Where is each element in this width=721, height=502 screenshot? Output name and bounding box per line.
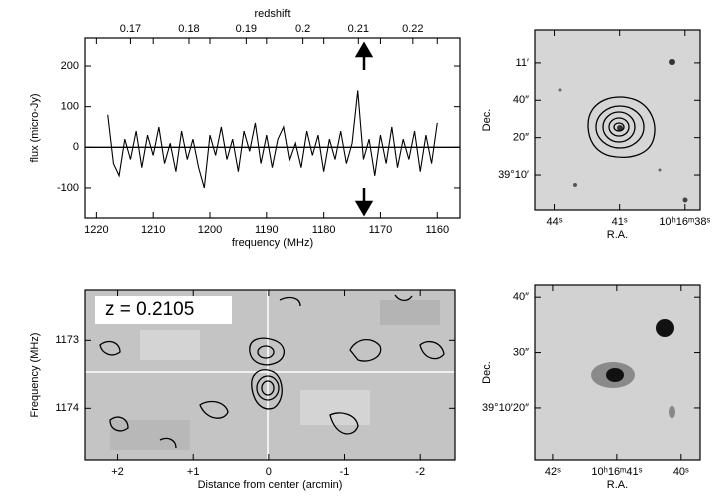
x2-tick-label: 0.22 <box>402 23 423 35</box>
x-tick-label: 41ˢ <box>612 216 628 228</box>
patch <box>110 420 190 450</box>
y-axis-label: Frequency (MHz) <box>29 333 41 418</box>
x-axis-label: frequency (MHz) <box>232 237 313 249</box>
star <box>656 319 674 337</box>
arrows <box>354 41 374 217</box>
x-axis-label: R.A. <box>607 479 628 491</box>
star <box>658 168 662 172</box>
star <box>682 197 688 203</box>
y-tick-label: 1174 <box>55 402 79 414</box>
star <box>669 59 675 65</box>
x-tick-label: 1210 <box>141 224 165 236</box>
x-tick-label: 10ʰ16ᵐ38ˢ <box>659 216 710 228</box>
y-axis-label: flux (micro-Jy) <box>29 93 41 162</box>
x-axis-label: R.A. <box>607 229 628 241</box>
y-tick-label: 40″ <box>513 94 529 106</box>
x-tick-label: 1190 <box>255 224 279 236</box>
arrow-head <box>354 200 374 217</box>
image-background <box>535 30 700 210</box>
x-tick-label: +2 <box>111 466 124 478</box>
x-tick-label: 40ˢ <box>673 466 689 478</box>
x-tick-label: 42ˢ <box>545 466 561 478</box>
x2-axis-label: redshift <box>254 8 290 20</box>
x2-tick-label: 0.2 <box>295 23 310 35</box>
y-tick-label: 40″ <box>513 291 529 303</box>
x-tick-label: +1 <box>187 466 200 478</box>
galaxy <box>617 125 623 131</box>
y-tick-label: 30″ <box>513 346 529 358</box>
y-tick-label: 100 <box>61 101 79 113</box>
x2-tick-label: 0.18 <box>178 23 199 35</box>
axes-frame <box>84 289 456 461</box>
y-axis-label: Dec. <box>481 109 493 132</box>
x-tick-label: 44ˢ <box>547 216 563 228</box>
annotation-box <box>95 296 232 324</box>
y-tick-label: 200 <box>61 60 79 72</box>
x-tick-label: 1180 <box>312 224 336 236</box>
patch <box>380 300 440 325</box>
axes-frame <box>534 29 701 211</box>
star <box>558 88 562 92</box>
axes-frame <box>84 37 461 219</box>
x-tick-label: 1170 <box>369 224 393 236</box>
x-tick-label: 0 <box>266 466 272 478</box>
y-tick-label: 1173 <box>55 334 79 346</box>
x2-tick-label: 0.17 <box>120 23 141 35</box>
x-tick-label: 1220 <box>84 224 108 236</box>
star <box>573 183 577 187</box>
contours <box>587 96 656 158</box>
contours <box>99 294 445 449</box>
x-tick-label: -2 <box>415 466 425 478</box>
y-tick-label: 39°10′ <box>498 169 529 181</box>
image-panel-2 <box>535 285 700 460</box>
y-tick-label: 11′ <box>516 57 529 69</box>
x2-tick-label: 0.21 <box>348 23 369 35</box>
axes-frame <box>534 284 701 461</box>
image-panel-1 <box>535 30 700 210</box>
spectrum-line <box>107 90 438 189</box>
x-tick-label: -1 <box>340 466 350 478</box>
x-tick-label: 1200 <box>198 224 222 236</box>
star <box>669 406 675 418</box>
y-tick-label: 0 <box>73 141 79 153</box>
y-tick-label: 39°10′20″ <box>482 402 529 414</box>
x-tick-label: 10ʰ16ᵐ41ˢ <box>591 466 642 478</box>
arrow-head <box>354 41 374 58</box>
x-tick-label: 1160 <box>425 224 449 236</box>
y-tick-label: -100 <box>57 182 79 194</box>
y-axis-label: Dec. <box>481 361 493 384</box>
patch <box>140 330 200 360</box>
x-axis-label: Distance from center (arcmin) <box>198 479 343 491</box>
annotation: z = 0.2105 <box>105 299 194 320</box>
patch <box>300 390 370 425</box>
galaxy <box>606 368 624 382</box>
pv-panel: z = 0.2105 <box>85 290 455 460</box>
y-tick-label: 20″ <box>513 132 529 144</box>
x2-tick-label: 0.19 <box>236 23 257 35</box>
